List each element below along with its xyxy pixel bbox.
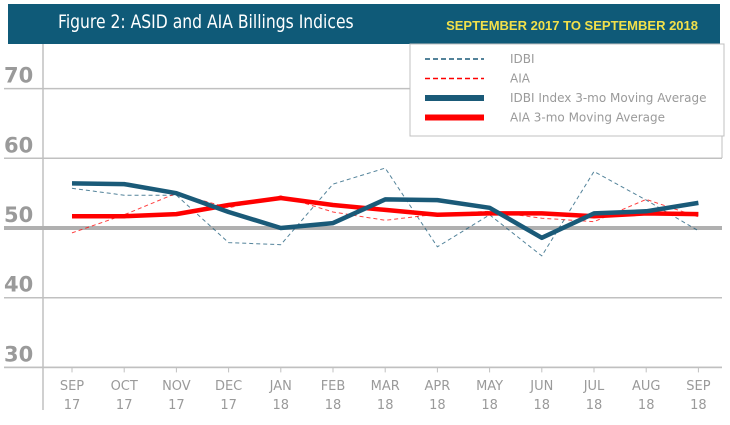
- legend-label: IDBI Index 3-mo Moving Average: [510, 91, 706, 105]
- y-tick-label: 50: [4, 203, 33, 227]
- x-tick-label-year: 18: [481, 398, 498, 413]
- x-tick-label-month: JUN: [529, 379, 553, 394]
- x-tick-label-month: JUL: [583, 379, 605, 394]
- x-tick-label-month: MAY: [476, 379, 503, 394]
- legend: IDBI AIA IDBI Index 3-mo Moving Average AIA…: [409, 43, 725, 137]
- x-tick-label-month: NOV: [162, 379, 191, 394]
- y-tick-label: 40: [4, 273, 33, 297]
- y-tick-label: 30: [4, 342, 33, 366]
- x-tick-label-year: 17: [64, 398, 81, 413]
- series-lines: [71, 167, 699, 257]
- y-tick-label: 60: [4, 133, 33, 157]
- x-tick-label-month: FEB: [321, 379, 346, 394]
- x-tick-label-month: SEP: [60, 379, 84, 394]
- legend-label: AIA: [510, 72, 531, 86]
- x-tick-label-month: APR: [425, 379, 451, 394]
- legend-label: IDBI: [510, 52, 535, 66]
- x-tick-label-year: 18: [273, 398, 290, 413]
- y-tick-label: 70: [4, 64, 33, 88]
- x-tick-label-month: AUG: [632, 379, 660, 394]
- legend-label: AIA 3-mo Moving Average: [510, 111, 665, 125]
- x-tick-label-year: 18: [690, 398, 707, 413]
- chart-header: Figure 2: ASID and AIA Billings Indices …: [8, 4, 720, 44]
- x-tick-label-month: JAN: [269, 379, 292, 394]
- x-tick-label-month: DEC: [215, 379, 242, 394]
- y-axis-ticks: 30 40 50 60 70: [4, 64, 33, 367]
- x-tick-label-month: MAR: [371, 379, 400, 394]
- x-axis-ticks: SEP 17 OCT 17 NOV 17 DEC 17 JAN 18 FEB 18 MAR 18 APR 18…: [60, 367, 711, 413]
- chart-title: Figure 2: ASID and AIA Billings Indices: [58, 11, 354, 33]
- x-tick-label-year: 18: [638, 398, 655, 413]
- x-tick-label-month: OCT: [111, 379, 138, 394]
- x-tick-label-year: 17: [116, 398, 133, 413]
- x-tick-label-year: 18: [586, 398, 603, 413]
- x-tick-label-year: 18: [377, 398, 394, 413]
- axes: [4, 44, 723, 410]
- x-tick-label-year: 18: [429, 398, 446, 413]
- legend-box: [409, 43, 725, 137]
- x-tick-label-year: 17: [220, 398, 237, 413]
- x-tick-label-year: 18: [534, 398, 551, 413]
- date-range: SEPTEMBER 2017 TO SEPTEMBER 2018: [446, 18, 698, 33]
- x-tick-label-year: 18: [325, 398, 342, 413]
- x-tick-label-year: 17: [168, 398, 185, 413]
- x-tick-label-month: SEP: [686, 379, 710, 394]
